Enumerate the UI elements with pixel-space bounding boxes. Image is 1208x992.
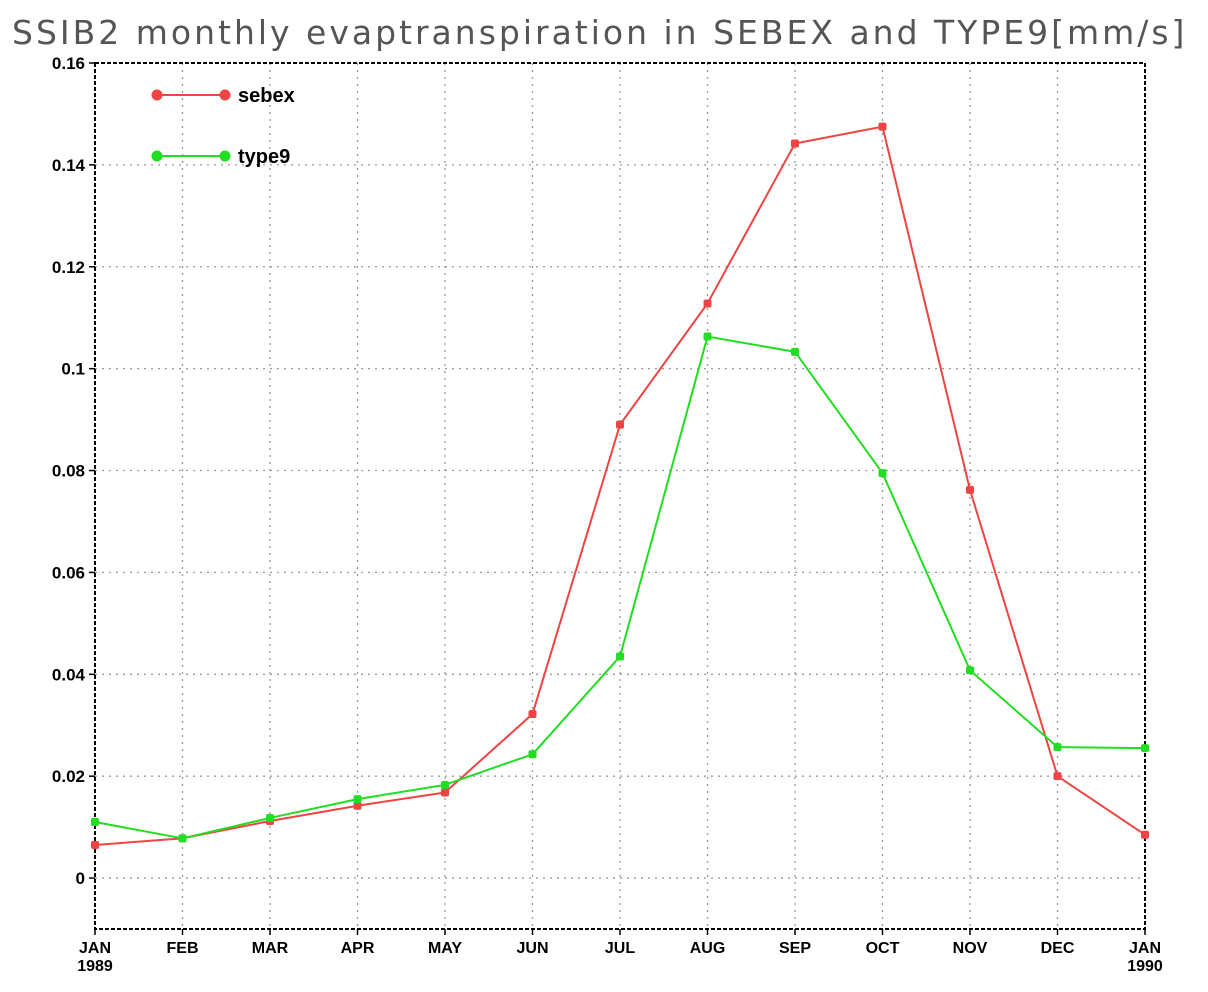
data-point-sebex bbox=[441, 788, 449, 797]
data-point-type9 bbox=[1053, 743, 1062, 752]
data-point-sebex bbox=[616, 420, 624, 429]
x-tick-label: JAN bbox=[1129, 940, 1161, 957]
data-point-sebex bbox=[791, 139, 799, 148]
series-line-sebex bbox=[94, 125, 1146, 846]
plot-frame bbox=[94, 62, 1146, 930]
data-point-sebex bbox=[1141, 830, 1149, 839]
x-tick-label: JUL bbox=[605, 940, 635, 957]
x-tick-label: DEC bbox=[1041, 940, 1075, 957]
data-point-type9 bbox=[966, 666, 974, 675]
data-point-sebex bbox=[966, 485, 974, 494]
data-point-type9 bbox=[703, 332, 712, 341]
x-tick-label: AUG bbox=[690, 940, 726, 957]
y-tick-label: 0.02 bbox=[52, 767, 85, 786]
series-lines bbox=[91, 122, 1149, 849]
data-point-type9 bbox=[353, 795, 362, 804]
x-tick-label: JUN bbox=[516, 940, 548, 957]
data-point-sebex bbox=[353, 801, 362, 810]
x-tick-label: MAY bbox=[428, 940, 462, 957]
x-tick-label: APR bbox=[341, 940, 375, 957]
data-point-type9 bbox=[878, 469, 887, 478]
y-tick-label: 0.12 bbox=[52, 258, 85, 277]
legend-label-sebex: sebex bbox=[238, 85, 295, 107]
data-point-type9 bbox=[1141, 744, 1149, 753]
x-tick-label: NOV bbox=[953, 940, 988, 957]
data-point-type9 bbox=[266, 813, 274, 822]
legend-marker-type9 bbox=[219, 150, 231, 162]
y-tick-label: 0.1 bbox=[61, 360, 85, 379]
legend: sebex type9 bbox=[151, 85, 295, 168]
x-tick-label: SEP bbox=[779, 940, 811, 957]
y-tick-label: 0.04 bbox=[52, 665, 86, 684]
x-tick-label: FEB bbox=[167, 940, 199, 957]
data-point-type9 bbox=[528, 750, 537, 759]
data-point-type9 bbox=[791, 347, 799, 356]
x-tick-label: MAR bbox=[252, 940, 289, 957]
data-point-sebex bbox=[528, 710, 537, 719]
y-axis-ticks: 0 0.02 0.04 0.06 0.08 0.1 0.12 0.14 0.16 bbox=[52, 54, 95, 888]
data-point-type9 bbox=[441, 780, 449, 789]
y-tick-label: 0.14 bbox=[52, 156, 86, 175]
legend-marker-sebex bbox=[219, 89, 231, 101]
legend-label-type9: type9 bbox=[238, 146, 290, 168]
y-tick-label: 0.06 bbox=[52, 563, 85, 582]
x-tick-label: JAN bbox=[79, 940, 111, 957]
y-tick-label: 0 bbox=[76, 869, 85, 888]
legend-marker-type9 bbox=[151, 150, 163, 162]
x-tick-label: OCT bbox=[866, 940, 900, 957]
data-point-sebex bbox=[703, 299, 712, 308]
grid-lines bbox=[95, 63, 1145, 929]
data-point-type9 bbox=[91, 818, 99, 827]
data-point-type9 bbox=[178, 834, 187, 843]
data-point-type9 bbox=[616, 652, 624, 661]
data-point-sebex bbox=[878, 122, 887, 131]
chart-title: SSIB2 monthly evaptranspiration in SEBEX… bbox=[12, 13, 1187, 52]
y-tick-label: 0.16 bbox=[52, 54, 85, 73]
data-point-sebex bbox=[91, 840, 99, 849]
data-point-sebex bbox=[1053, 772, 1062, 781]
y-tick-label: 0.08 bbox=[52, 462, 85, 481]
x-tick-sublabel: 1990 bbox=[1127, 958, 1163, 975]
x-tick-sublabel: 1989 bbox=[77, 958, 113, 975]
legend-marker-sebex bbox=[151, 89, 163, 101]
